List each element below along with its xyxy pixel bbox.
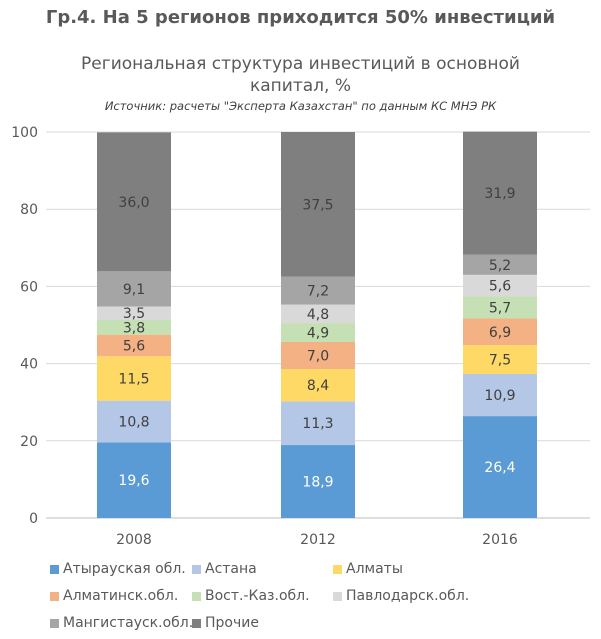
legend-swatch xyxy=(50,618,59,628)
data-label: 5,7 xyxy=(489,300,511,316)
data-label: 9,1 xyxy=(123,282,145,298)
data-label: 5,6 xyxy=(123,338,145,354)
bar-segment xyxy=(281,323,355,342)
bar-segment xyxy=(281,445,355,518)
chart-subtitle: Региональная структура инвестиций в осно… xyxy=(81,54,520,96)
bar-segment xyxy=(97,334,171,357)
data-label: 4,9 xyxy=(307,326,329,342)
y-tick-label: 20 xyxy=(20,434,38,450)
chart-source: Источник: расчеты "Эксперта Казахстан" п… xyxy=(104,99,497,113)
data-label: 11,5 xyxy=(118,371,149,387)
legend-item: Алматинск.обл. xyxy=(50,588,178,604)
bar-segment xyxy=(281,369,355,402)
legend-item: Прочие xyxy=(192,615,259,631)
bar-segment xyxy=(463,254,537,275)
legend-item: Атырауская обл. xyxy=(50,561,186,577)
legend-item: Алматы xyxy=(333,561,403,577)
x-tick-label: 2016 xyxy=(482,532,518,548)
y-tick-label: 80 xyxy=(20,202,38,218)
data-label: 3,8 xyxy=(123,320,145,336)
data-label: 5,6 xyxy=(489,279,511,295)
data-label: 36,0 xyxy=(118,195,149,211)
legend-label: Вост.-Каз.обл. xyxy=(205,588,310,604)
data-label: 19,6 xyxy=(118,473,149,489)
data-label: 6,9 xyxy=(489,325,511,341)
data-label: 4,8 xyxy=(307,307,329,323)
data-label: 7,2 xyxy=(307,284,329,300)
data-label: 31,9 xyxy=(484,186,515,202)
bar-segment xyxy=(281,276,355,305)
bar-segment xyxy=(463,131,537,255)
x-tick-label: 2008 xyxy=(116,532,152,548)
legend-label: Астана xyxy=(205,561,257,577)
legend-label: Алматинск.обл. xyxy=(63,588,179,604)
data-label: 18,9 xyxy=(302,475,333,491)
bar-segment xyxy=(463,345,537,375)
data-label: 7,5 xyxy=(489,353,511,369)
chart-title: Гр.4. На 5 регионов приходится 50% инвес… xyxy=(45,7,556,28)
legend-label: Прочие xyxy=(205,615,259,631)
legend-label: Атырауская обл. xyxy=(63,561,186,577)
legend-swatch xyxy=(333,591,342,601)
legend-item: Вост.-Каз.обл. xyxy=(192,588,310,604)
bar-segment xyxy=(97,271,171,307)
bar-segment xyxy=(463,274,537,297)
data-label: 7,0 xyxy=(307,348,329,364)
legend-item: Мангистауск.обл. xyxy=(50,615,193,631)
data-label: 37,5 xyxy=(302,197,333,213)
x-tick-label: 2012 xyxy=(300,532,336,548)
bar-segment xyxy=(463,374,537,417)
legend-swatch xyxy=(192,564,201,574)
y-tick-label: 40 xyxy=(20,357,38,373)
bar-segment xyxy=(97,319,171,335)
bar-segment xyxy=(97,306,171,320)
legend-label: Алматы xyxy=(346,561,403,577)
bar-segment xyxy=(97,400,171,443)
bar-segment xyxy=(97,442,171,518)
legend-item: Астана xyxy=(192,561,257,577)
bar-segment xyxy=(281,401,355,446)
bar-segment xyxy=(281,341,355,370)
data-label: 10,9 xyxy=(484,388,515,404)
data-label: 8,4 xyxy=(307,378,329,394)
legend-item: Павлодарск.обл. xyxy=(333,588,469,604)
y-tick-label: 100 xyxy=(11,125,38,141)
legend-swatch xyxy=(192,591,201,601)
bar-segment xyxy=(463,416,537,518)
legend-swatch xyxy=(192,618,201,628)
legend-label: Павлодарск.обл. xyxy=(346,588,470,604)
data-label: 11,3 xyxy=(302,416,333,432)
data-label: 10,8 xyxy=(118,415,149,431)
bar-segment xyxy=(463,318,537,346)
bar-segment xyxy=(281,304,355,324)
bar-segment xyxy=(281,132,355,277)
bar-segment xyxy=(463,296,537,319)
data-label: 5,2 xyxy=(489,258,511,274)
legend-label: Мангистауск.обл. xyxy=(63,615,194,631)
legend-swatch xyxy=(333,564,342,574)
data-label: 3,5 xyxy=(123,306,145,322)
y-tick-label: 60 xyxy=(20,279,38,295)
bar-segment xyxy=(97,356,171,401)
data-label: 26,4 xyxy=(484,460,515,476)
bar-segment xyxy=(97,132,171,272)
legend-swatch xyxy=(50,564,59,574)
y-tick-label: 0 xyxy=(29,511,38,527)
legend-swatch xyxy=(50,591,59,601)
